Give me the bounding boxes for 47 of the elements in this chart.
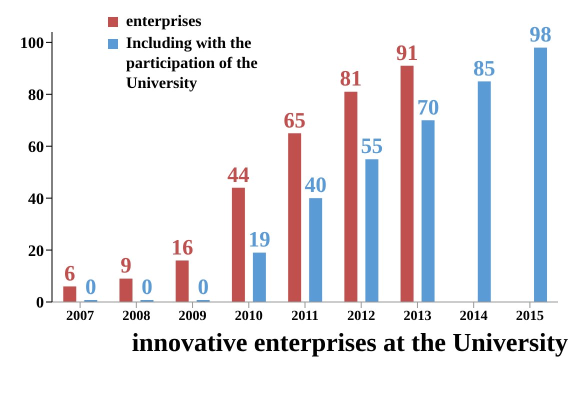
data-label: 9 xyxy=(120,252,132,278)
legend-label: Including with the participation of the University xyxy=(126,34,259,94)
data-label: 55 xyxy=(360,133,383,158)
data-label: 70 xyxy=(417,94,440,120)
bar xyxy=(400,66,414,302)
data-label: 85 xyxy=(473,55,496,80)
bar xyxy=(534,48,548,302)
bar xyxy=(478,81,491,302)
y-tick-label: 0 xyxy=(36,294,44,312)
data-label: 81 xyxy=(340,66,362,91)
bar xyxy=(344,92,358,302)
text: innovative enterprises at the University xyxy=(130,328,568,358)
x-tick-label: 2015 xyxy=(516,308,544,324)
data-label: 98 xyxy=(530,22,552,47)
legend-label: enterprises xyxy=(126,12,202,32)
bar xyxy=(422,120,435,302)
x-tick-label: 2008 xyxy=(122,308,150,324)
x-tick-label: 2007 xyxy=(66,308,94,324)
x-tick-label: 2014 xyxy=(460,308,488,324)
x-tick-label: 2012 xyxy=(347,308,376,324)
bar xyxy=(309,198,322,302)
data-label: 0 xyxy=(198,274,209,299)
data-label: 65 xyxy=(284,107,306,132)
y-tick-label: 40 xyxy=(28,190,44,208)
data-label: 91 xyxy=(396,40,418,65)
bar xyxy=(288,133,302,302)
y-tick-label: 20 xyxy=(28,242,44,260)
y-tick-label: 100 xyxy=(20,35,44,52)
bar xyxy=(232,188,245,302)
x-tick-label: 2009 xyxy=(178,308,207,324)
data-label: 16 xyxy=(171,234,194,260)
data-label: 6 xyxy=(64,260,76,286)
x-tick-label: 2013 xyxy=(403,308,432,324)
data-label: 19 xyxy=(248,226,270,252)
bar xyxy=(252,252,266,302)
y-tick-label: 60 xyxy=(28,138,44,156)
data-label: 40 xyxy=(304,172,327,198)
bar xyxy=(63,286,76,302)
bar xyxy=(119,278,132,302)
data-label: 0 xyxy=(141,274,152,299)
x-tick-label: 2011 xyxy=(291,308,319,324)
data-label: 44 xyxy=(227,162,250,187)
x-tick-label: 2010 xyxy=(234,308,263,324)
bar xyxy=(176,260,189,302)
y-tick-label: 80 xyxy=(28,86,44,104)
data-label: 0 xyxy=(85,274,96,299)
bar xyxy=(365,159,378,302)
